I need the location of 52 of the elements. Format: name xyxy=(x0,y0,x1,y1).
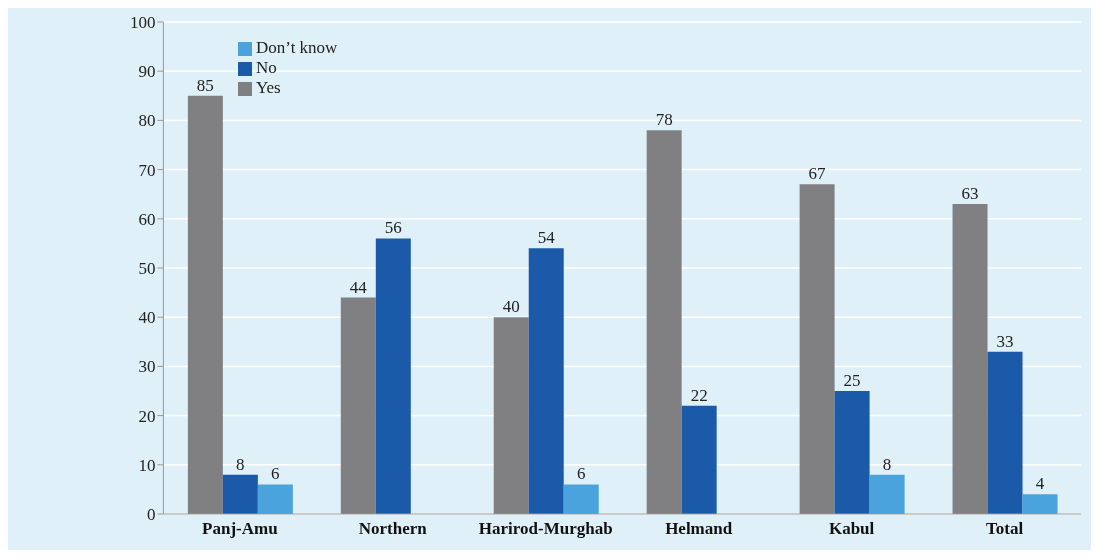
bar xyxy=(528,248,564,514)
bar xyxy=(340,297,376,514)
x-tick-label: Northern xyxy=(358,519,428,539)
y-tick-label: 40 xyxy=(138,308,156,328)
bar xyxy=(493,317,529,514)
bar xyxy=(987,351,1023,514)
data-label: 8 xyxy=(236,454,245,474)
y-tick-label: 80 xyxy=(138,111,156,131)
y-tick-label: 60 xyxy=(138,209,156,229)
bar xyxy=(375,238,411,514)
legend-label: Don’t know xyxy=(256,38,338,57)
bar xyxy=(799,184,835,514)
bar xyxy=(681,405,717,514)
y-tick-label: 70 xyxy=(138,160,156,180)
bar xyxy=(187,95,223,514)
legend-label: No xyxy=(256,58,277,77)
y-tick-label: 10 xyxy=(138,455,156,475)
data-label: 44 xyxy=(349,277,368,297)
bar xyxy=(952,204,988,514)
data-label: 6 xyxy=(271,464,280,484)
y-tick-label: 90 xyxy=(138,62,156,82)
data-label: 40 xyxy=(502,297,520,317)
x-tick-label: Total xyxy=(985,519,1024,539)
data-label: 4 xyxy=(1035,474,1045,494)
bar xyxy=(834,391,870,514)
data-label: 56 xyxy=(384,218,402,238)
data-label: 8 xyxy=(882,454,892,474)
data-label: 67 xyxy=(808,164,827,184)
x-tick-label: Kabul xyxy=(828,519,875,539)
y-tick-label: 100 xyxy=(129,13,156,33)
data-label: 78 xyxy=(655,110,673,130)
y-tick-label: 30 xyxy=(138,357,156,377)
data-label: 22 xyxy=(690,385,708,405)
bar xyxy=(646,130,682,514)
bar xyxy=(869,474,905,514)
x-tick-label: Panj-Amu xyxy=(202,519,278,539)
data-label: 54 xyxy=(537,228,556,248)
y-tick-label: 0 xyxy=(146,505,156,525)
x-tick-label: Helmand xyxy=(665,519,733,539)
bar xyxy=(1022,494,1058,514)
data-label: 25 xyxy=(843,371,861,390)
y-tick-label: 50 xyxy=(138,259,156,279)
data-label: 63 xyxy=(961,184,979,204)
data-label: 6 xyxy=(576,464,586,484)
bar xyxy=(222,474,258,514)
bar xyxy=(257,484,293,514)
x-tick-label: Harirod-Murghab xyxy=(478,519,613,539)
data-label: 33 xyxy=(996,331,1014,351)
data-label: 85 xyxy=(196,75,214,95)
legend-label: Yes xyxy=(256,78,281,97)
bar xyxy=(563,484,599,514)
y-tick-label: 20 xyxy=(138,406,156,426)
